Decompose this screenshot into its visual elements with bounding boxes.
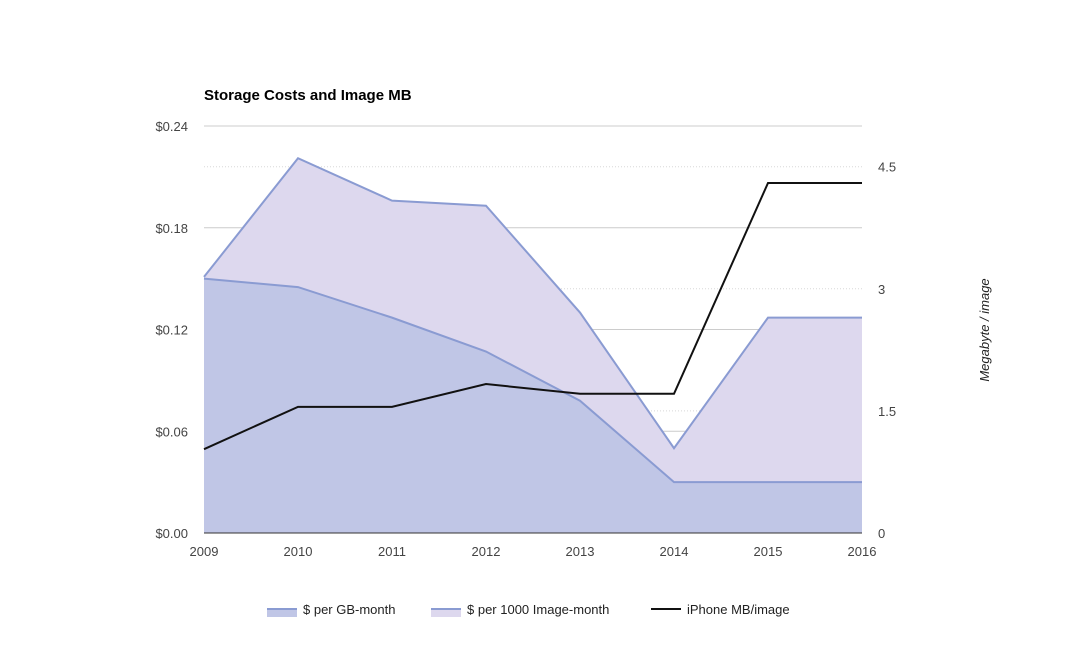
x-tick-label: 2010 [284,544,313,559]
y-left-tick-label: $0.00 [155,526,188,541]
y-right-tick-label: 0 [878,526,885,541]
legend-label: $ per 1000 Image-month [467,602,609,617]
y-left-tick-label: $0.18 [155,221,188,236]
legend-label: iPhone MB/image [687,602,790,617]
y-right-tick-label: 4.5 [878,160,896,175]
legend-label: $ per GB-month [303,602,396,617]
area-line-per-gb-month [203,277,862,484]
legend-swatch-fill [431,609,461,617]
line-series [203,181,863,534]
y-left-tick-label: $0.12 [155,323,188,338]
line-iphone-mb [203,181,862,451]
x-tick-label: 2009 [190,544,219,559]
legend: $ per GB-month $ per 1000 Image-month iPho… [267,602,790,617]
x-tick-label: 2016 [848,544,877,559]
y-right-axis-title: Megabyte / image [977,278,992,381]
x-tick-label: 2015 [754,544,783,559]
legend-swatch-fill [267,609,297,617]
x-tick-label: 2014 [660,544,689,559]
y-left-tick-label: $0.06 [155,424,188,439]
y-right-tick-label: 1.5 [878,404,896,419]
area-fill-per-gb-month [204,278,862,533]
chart-title: Storage Costs and Image MB [204,87,412,104]
x-tick-label: 2011 [378,544,406,559]
area-series [203,156,863,534]
axes: $0.00 $0.06 $0.12 $0.18 $0.24 0 1.5 3 4.5 2009 201… [155,119,992,559]
area-line-per-1000-image-month [203,156,862,450]
y-right-tick-label: 3 [878,282,885,297]
y-left-tick-label: $0.24 [155,119,188,134]
x-tick-label: 2013 [566,544,595,559]
x-tick-label: 2012 [472,544,501,559]
